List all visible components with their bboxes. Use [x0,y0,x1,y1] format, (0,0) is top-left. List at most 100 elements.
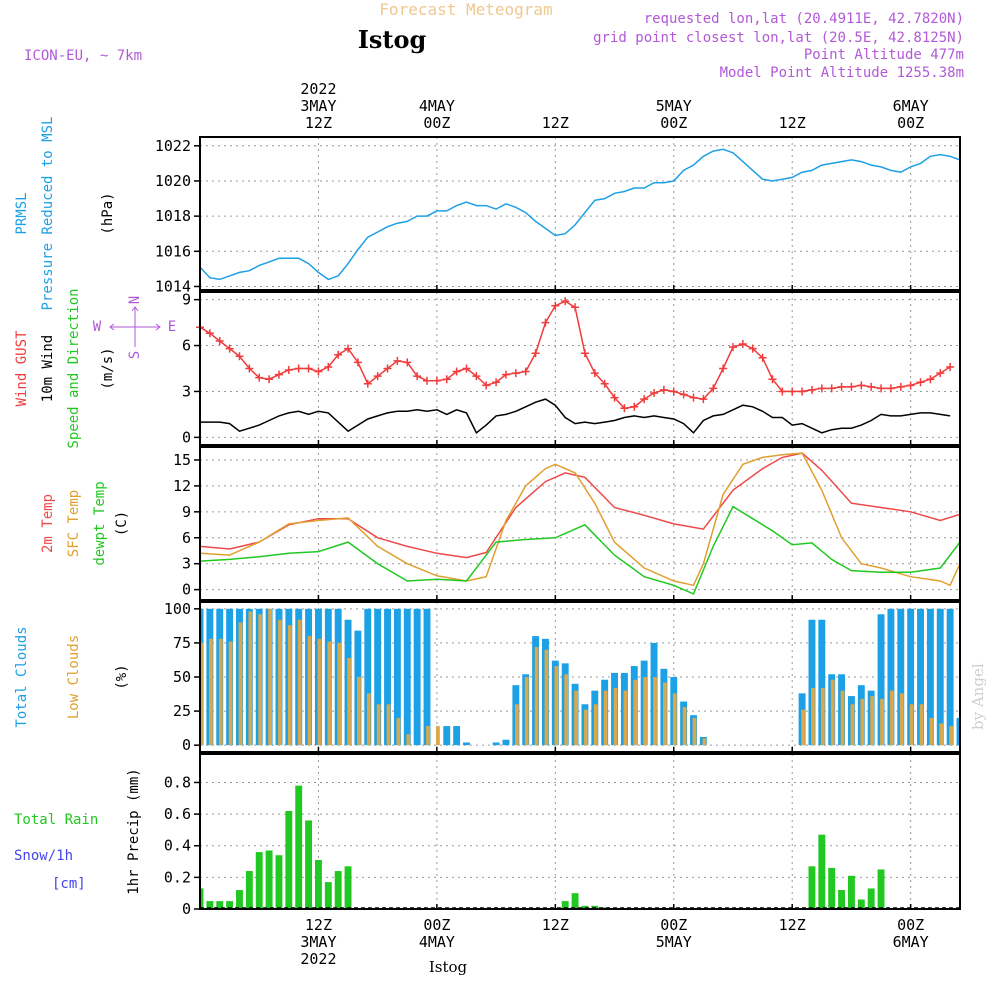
bar-total-clouds [0,721,7,746]
y-axis-title: (hPa) [100,192,116,234]
gust-marker [650,388,659,397]
gust-marker [472,372,481,381]
gust-marker [758,353,767,362]
bar-low-clouds [653,677,657,746]
side-label: Total Rain [14,812,98,828]
gust-marker [413,372,422,381]
gust-marker [501,370,510,379]
bar-low-clouds [919,704,924,746]
y-tick-label: 6 [182,529,191,547]
gust-marker [393,356,402,365]
bar-low-clouds [297,619,302,746]
time-label-top: 4MAY [419,97,455,115]
gust-marker [423,376,432,385]
station-name: Istog [358,25,427,54]
time-label-bottom: 12Z [779,916,806,934]
pressure-panel: 1014 1016 1018 1020 1022 PRMSL Pressure Reduce… [14,117,961,310]
time-label-bottom: 12Z [305,916,332,934]
series-line-prmsl [200,148,960,281]
time-label-top: 12Z [542,114,569,132]
y-tick-label: 0 [182,736,191,754]
y-axis-title: (m/s) [100,347,116,389]
y-tick-label: 50 [173,668,191,686]
gust-marker [274,370,283,379]
gust-marker [255,373,264,382]
bar-low-clouds [366,693,371,746]
gust-marker [383,364,392,373]
y-axis-title: (%) [114,664,130,689]
series-line-2m-temp [200,452,960,559]
bar-low-clouds [200,642,203,746]
bar-low-clouds [811,687,815,746]
series-line-wind-gust [200,300,951,410]
gust-marker [620,404,629,413]
y-tick-label: 1016 [155,242,191,260]
y-axis-title: PRMSL [14,192,30,234]
gust-marker [571,303,580,312]
bar-total-clouds [393,608,401,746]
time-label-top: 00Z [897,114,924,132]
time-label-bottom: 5MAY [656,933,692,951]
bar-total-clouds [887,608,895,746]
bar-low-clouds [258,614,263,746]
gust-marker [432,376,441,385]
bar-total-rain [245,871,253,909]
bar-low-clouds [268,608,272,746]
y-axis-title: Low Clouds [66,635,82,719]
bar-total-clouds [364,608,372,746]
gust-marker [640,395,649,404]
bar-total-clouds [956,717,960,746]
time-label-top: 5MAY [656,97,692,115]
bar-total-clouds [907,608,915,746]
y-axis-title: Total Clouds [14,626,30,727]
time-label-bottom: 6MAY [893,933,929,951]
bar-total-clouds [917,608,924,746]
panel-frame [199,136,961,291]
bar-total-rain [818,834,826,909]
y-tick-label: 0 [182,900,191,918]
bar-total-clouds [403,608,411,746]
gust-marker [334,350,343,359]
bar-total-rain [847,875,855,909]
bar-low-clouds [396,717,401,746]
gust-marker [304,364,313,373]
gust-marker [403,358,412,367]
compass-north: N [127,296,143,304]
series-line-10m-wind [200,398,951,434]
clouds-panel: 0 25 50 75 100 Total Clouds Low Clouds (%) [0,600,961,754]
bar-low-clouds [435,726,440,746]
bar-low-clouds [899,693,904,746]
bar-total-clouds [502,739,510,746]
bar-low-clouds [386,704,391,746]
bar-total-rain [265,850,273,909]
bar-total-rain [334,871,342,909]
gust-marker [916,378,925,387]
bar-total-clouds [374,608,382,746]
bar-total-rain [324,882,332,909]
y-tick-label: 1020 [155,172,191,190]
y-tick-label: 15 [173,451,191,469]
y-tick-label: 0.4 [164,837,191,855]
bar-total-rain [305,820,313,909]
bar-total-clouds [463,742,470,746]
gust-marker [847,382,856,391]
y-axis-title: SFC Temp [66,490,82,557]
bar-low-clouds [554,666,559,746]
gust-marker [768,375,777,384]
gust-marker [827,384,836,393]
bar-low-clouds [890,690,894,746]
bar-total-rain [295,785,303,909]
time-label-bottom: 12Z [542,916,569,934]
bar-total-rain [206,901,214,909]
y-axis-title: 2m Temp [40,494,56,553]
time-label-top: 3MAY [300,97,336,115]
bar-low-clouds [426,726,430,746]
bar-total-rain [285,810,293,909]
requested-location: requested lon,lat (20.4911E, 42.7820N) [644,11,964,27]
gust-marker [314,367,323,376]
bar-total-clouds [413,608,421,746]
bar-total-clouds [926,608,934,746]
gust-marker [561,297,570,306]
bar-low-clouds [840,690,845,746]
y-tick-label: 75 [173,634,191,652]
